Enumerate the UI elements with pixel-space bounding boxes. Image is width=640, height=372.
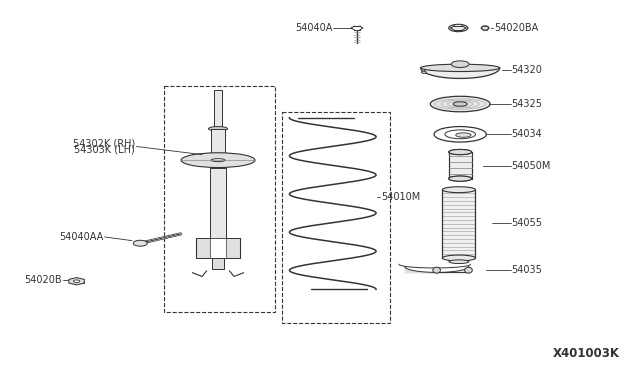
- Text: 54325: 54325: [511, 99, 542, 109]
- Bar: [164, 86, 275, 311]
- Bar: [210, 238, 226, 258]
- Text: 54035: 54035: [511, 265, 542, 275]
- Ellipse shape: [74, 280, 80, 283]
- Bar: [449, 152, 472, 179]
- Bar: [442, 190, 476, 258]
- Text: 54010M: 54010M: [381, 192, 420, 202]
- Ellipse shape: [453, 102, 467, 106]
- Ellipse shape: [456, 133, 471, 137]
- Text: 54302K (RH): 54302K (RH): [73, 138, 135, 148]
- Ellipse shape: [449, 24, 468, 32]
- Text: 54303K (LH): 54303K (LH): [74, 144, 135, 154]
- Bar: [282, 112, 390, 323]
- Bar: [196, 238, 241, 258]
- Ellipse shape: [481, 26, 489, 30]
- Ellipse shape: [421, 71, 426, 73]
- Ellipse shape: [420, 64, 500, 71]
- Text: 54020B: 54020B: [24, 275, 62, 285]
- Text: 54055: 54055: [511, 218, 542, 228]
- Text: 54320: 54320: [511, 65, 542, 75]
- Ellipse shape: [430, 96, 490, 112]
- Ellipse shape: [449, 176, 472, 181]
- Ellipse shape: [449, 150, 472, 155]
- Text: 54020BA: 54020BA: [494, 23, 538, 33]
- Polygon shape: [69, 278, 84, 285]
- Ellipse shape: [211, 159, 225, 161]
- Bar: [214, 90, 222, 129]
- Text: 54040AA: 54040AA: [59, 232, 103, 242]
- Ellipse shape: [445, 130, 476, 139]
- Bar: [211, 129, 225, 155]
- Ellipse shape: [133, 240, 147, 246]
- Ellipse shape: [181, 153, 255, 167]
- Ellipse shape: [433, 267, 440, 273]
- Ellipse shape: [449, 176, 472, 181]
- Ellipse shape: [209, 126, 228, 131]
- Text: 54050M: 54050M: [511, 161, 550, 171]
- Text: X401003K: X401003K: [552, 347, 620, 360]
- Ellipse shape: [442, 255, 476, 261]
- Ellipse shape: [434, 126, 486, 142]
- Ellipse shape: [449, 150, 472, 155]
- Bar: [210, 167, 226, 245]
- Text: 54040A: 54040A: [295, 23, 332, 33]
- Bar: [212, 258, 225, 269]
- Ellipse shape: [442, 187, 476, 193]
- Ellipse shape: [451, 61, 469, 67]
- Text: 54034: 54034: [511, 129, 542, 139]
- Ellipse shape: [449, 260, 469, 263]
- Ellipse shape: [465, 267, 472, 273]
